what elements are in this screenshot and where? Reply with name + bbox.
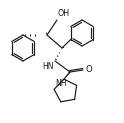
Text: •: • (62, 46, 64, 51)
Text: NH: NH (55, 79, 67, 88)
Text: O: O (85, 64, 92, 74)
Text: HN: HN (43, 62, 54, 71)
Text: OH: OH (58, 9, 70, 18)
Text: •: • (45, 31, 47, 37)
